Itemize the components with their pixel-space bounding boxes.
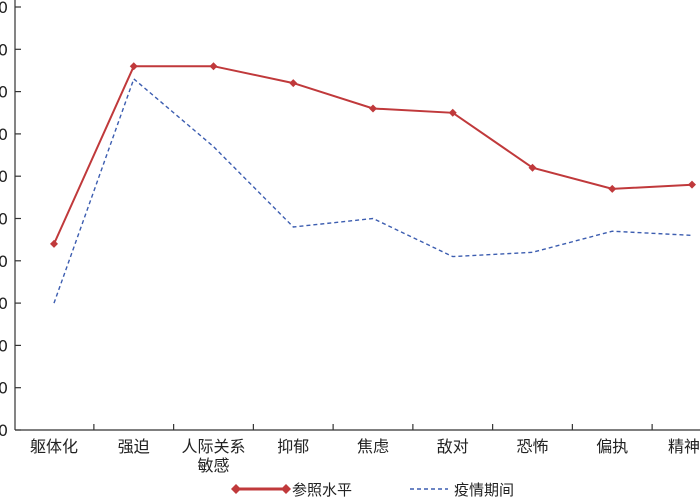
x-tick-label: 人际关系敏感: [181, 437, 245, 475]
data-point: [50, 239, 58, 248]
x-tick-label: 强迫: [118, 437, 150, 456]
x-axis: 躯体化 强迫 人际关系敏感 抑郁 焦虑 敌对 恐怖 偏执 精神病: [15, 424, 700, 475]
data-point: [369, 104, 377, 113]
x-tick-label-line: 强迫: [118, 437, 150, 456]
x-tick-label-line: 恐怖: [516, 437, 548, 456]
y-tick-label: 0: [0, 252, 8, 271]
legend: 参照水平 疫情期间: [231, 481, 514, 499]
y-tick-label: 0: [0, 294, 8, 313]
data-point: [289, 79, 298, 88]
x-tick-label-line: 人际关系: [181, 437, 245, 456]
data-point: [448, 108, 457, 117]
y-tick-label: 0: [0, 83, 8, 102]
x-tick-label-line: 抑郁: [277, 437, 309, 456]
y-tick-label: 0: [0, 0, 8, 17]
data-point: [608, 184, 617, 193]
x-tick-label-line: 敏感: [197, 456, 229, 475]
series-line-2: [53, 77, 693, 304]
x-tick-label: 躯体化: [30, 437, 78, 456]
x-tick-label: 恐怖: [516, 437, 548, 456]
y-tick-label: 0: [0, 336, 8, 355]
legend-marker: [281, 484, 291, 494]
x-tick-label: 敌对: [437, 437, 469, 456]
x-tick-label: 偏执: [596, 437, 628, 456]
x-tick-label-line: 焦虑: [357, 437, 389, 456]
legend-marker: [231, 484, 241, 494]
y-tick-label: 0: [0, 125, 8, 144]
data-point: [528, 163, 537, 172]
series-layer: [50, 62, 696, 304]
data-point: [688, 180, 696, 189]
y-tick-label: 0: [0, 210, 8, 229]
x-tick-label-line: 偏执: [596, 437, 628, 456]
x-tick-label-line: 敌对: [437, 437, 469, 456]
legend-label-2: 疫情期间: [454, 481, 514, 499]
x-tick-label-line: 精神病: [668, 437, 700, 456]
x-tick-label: 抑郁: [277, 437, 309, 456]
x-tick-label: 焦虑: [357, 437, 389, 456]
y-tick-label: 0: [0, 421, 8, 440]
data-point: [129, 62, 138, 71]
x-tick-label: 精神病: [668, 437, 700, 456]
legend-label-1: 参照水平: [292, 481, 352, 499]
y-axis: 0 0 0 0 0 0 0 0 0 0 0: [0, 0, 21, 440]
y-tick-label: 0: [0, 167, 8, 186]
y-tick-label: 0: [0, 379, 8, 398]
x-tick-label-line: 躯体化: [30, 437, 78, 456]
y-tick-label: 0: [0, 40, 8, 59]
data-point: [209, 62, 218, 71]
